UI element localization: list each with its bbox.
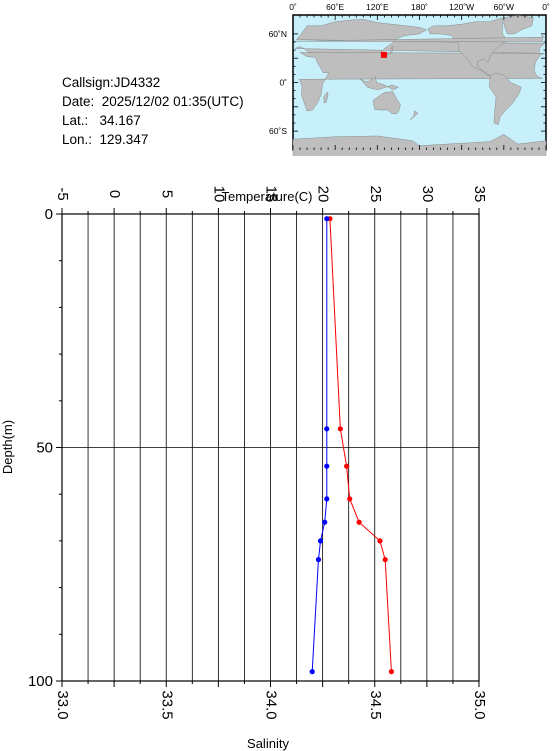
new-zealand-landmass <box>410 110 419 120</box>
map-latitude-labels: 60˚N 0˚ 60˚S <box>269 29 288 136</box>
north-america-landmass <box>427 17 508 77</box>
antarctica-landmass <box>292 134 547 156</box>
temperature-axis: -5 0 5 10 15 20 25 30 35 <box>54 186 488 214</box>
temperature-data-point <box>356 519 362 525</box>
map-longitude-label: 180˚ <box>411 2 428 12</box>
salinity-profile-line <box>311 218 328 672</box>
salinity-axis-label: Salinity <box>247 736 289 751</box>
temperature-tick-label: 25 <box>367 186 384 203</box>
map-tick-marks <box>292 15 547 150</box>
depth-tick-label: 100 <box>28 673 53 690</box>
temperature-tick-label: 30 <box>419 186 436 203</box>
salinity-tick-label: 33.0 <box>54 690 71 719</box>
plot-grid <box>62 214 479 681</box>
map-latitude-label: 0˚ <box>279 78 287 88</box>
salinity-tick-label: 34.0 <box>263 690 280 719</box>
salinity-tick-label: 33.5 <box>158 690 175 719</box>
depth-tick-label: 50 <box>36 440 53 457</box>
map-land <box>292 15 547 156</box>
map-latitude-label: 60˚N <box>269 29 287 39</box>
salinity-data-point <box>324 426 330 432</box>
salinity-axis: 33.0 33.5 34.0 34.5 35.0 <box>54 681 488 720</box>
callsign-text: Callsign:JD4332 <box>62 75 161 90</box>
greenland-landmass <box>503 15 534 35</box>
uk-landmass <box>293 35 546 43</box>
map-longitude-label: 0˚ <box>289 2 297 12</box>
south-america-landmass <box>488 72 522 125</box>
station-marker <box>380 51 387 58</box>
salinity-data-point <box>317 538 324 544</box>
profile-series <box>309 216 395 675</box>
salinity-data-point <box>324 216 330 222</box>
temperature-tick-label: 20 <box>315 186 332 203</box>
salinity-data-point <box>324 463 330 469</box>
temperature-tick-label: 10 <box>210 186 227 203</box>
madagascar-landmass <box>323 91 329 103</box>
depth-tick-label: 0 <box>45 206 53 223</box>
map-longitude-label: 60˚E <box>326 2 344 12</box>
salinity-tick-label: 34.5 <box>367 690 384 719</box>
temperature-data-point <box>382 556 388 563</box>
temperature-tick-label: 5 <box>158 190 175 198</box>
australia-landmass <box>372 91 401 115</box>
map-longitude-label: 0˚ <box>542 2 550 12</box>
temperature-tick-label: 35 <box>471 186 488 203</box>
indonesia-landmass <box>359 76 399 91</box>
latitude-text: Lat.: 34.167 <box>62 113 141 128</box>
salinity-data-point <box>309 669 315 675</box>
salinity-data-point <box>315 556 322 563</box>
salinity-data-point <box>322 519 328 525</box>
temperature-data-point <box>337 426 343 432</box>
temperature-tick-label: 15 <box>263 186 280 203</box>
map-longitude-labels: 0˚ 60˚E 120˚E 180˚ 120˚W 60˚W 0˚ <box>289 2 550 12</box>
temperature-data-point <box>347 496 353 502</box>
temperature-data-point <box>388 669 395 675</box>
map-longitude-label: 60˚W <box>494 2 514 12</box>
depth-axis: 0 50 100 <box>28 206 62 690</box>
salinity-tick-label: 35.0 <box>471 690 488 719</box>
map-longitude-label: 120˚E <box>366 2 389 12</box>
longitude-text: Lon.: 129.347 <box>62 132 149 147</box>
temperature-tick-label: 0 <box>106 190 123 198</box>
africa-landmass <box>299 52 545 112</box>
map-longitude-label: 120˚W <box>449 2 474 12</box>
depth-axis-label: Depth(m) <box>0 420 15 474</box>
map-latitude-label: 60˚S <box>269 126 287 136</box>
temperature-profile-line <box>329 218 392 672</box>
location-map: 0˚ 60˚E 120˚E 180˚ 120˚W 60˚W 0˚ 60˚N 0˚ 60˚S <box>269 2 550 156</box>
date-text: Date: 2025/12/02 01:35(UTC) <box>62 94 244 109</box>
temperature-data-point <box>377 538 383 544</box>
temperature-axis-label: Temperature(C) <box>221 189 312 204</box>
temperature-data-point <box>344 463 350 469</box>
salinity-data-point <box>324 496 330 502</box>
profile-plot: -5 0 5 10 15 20 25 30 35 33.0 33.5 34.0 34.5 35.0 05… <box>0 186 488 751</box>
temperature-tick-label: -5 <box>54 187 71 200</box>
